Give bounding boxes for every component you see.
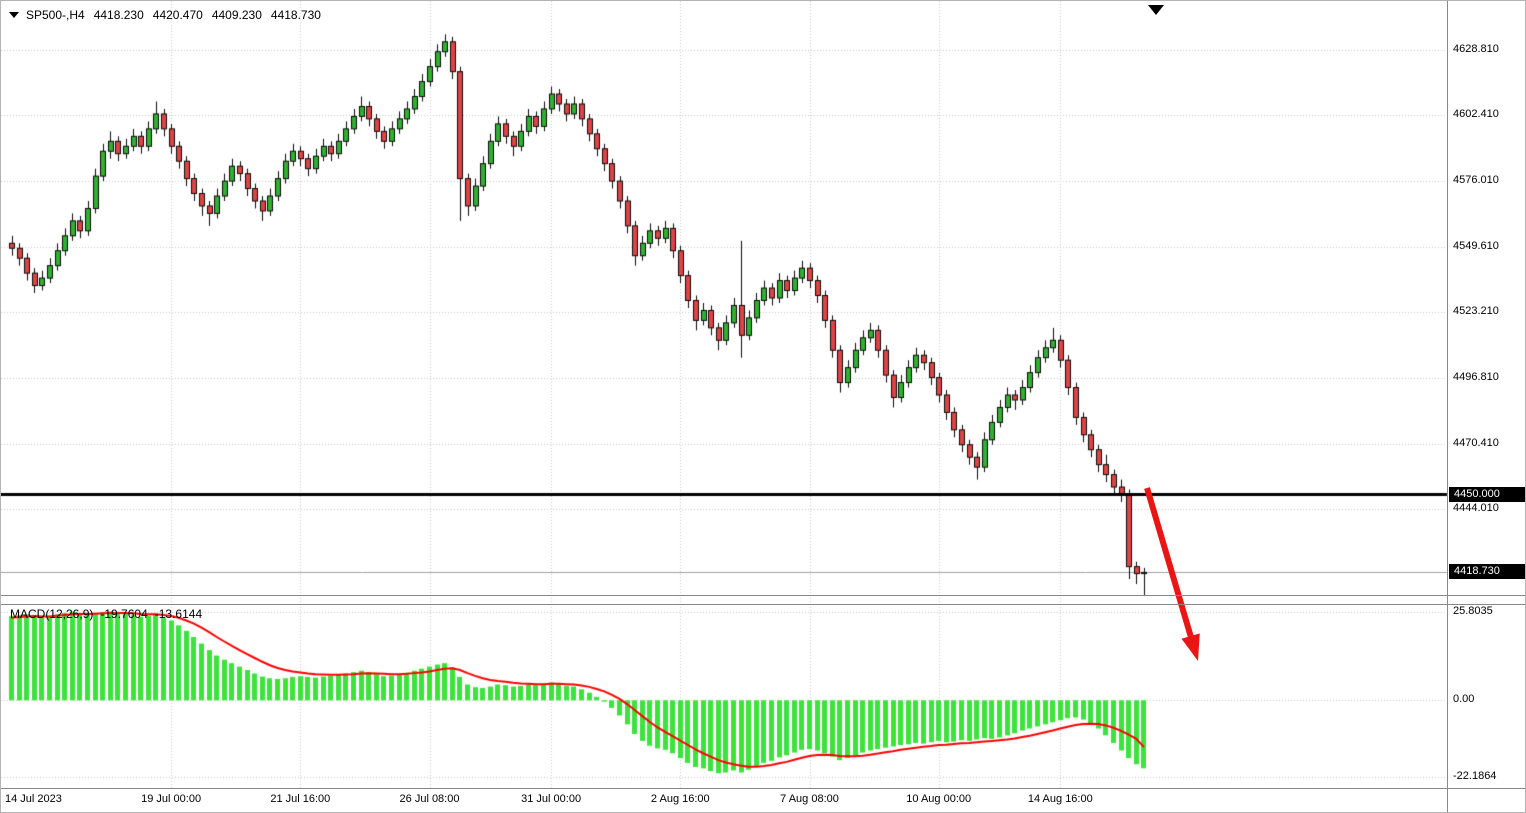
price-axis-label: 4496.810 [1453, 371, 1499, 384]
time-axis-label: 21 Jul 16:00 [270, 793, 331, 805]
time-axis-label: 19 Jul 00:00 [141, 793, 202, 805]
price-axis-label: 4470.410 [1453, 436, 1499, 449]
macd-axis-label: -22.1864 [1453, 769, 1497, 782]
time-axis-label: 7 Aug 08:00 [780, 793, 839, 805]
price-axis-separator [1447, 1, 1448, 812]
time-axis-separator [1, 788, 1525, 789]
price-axis-label: 4576.010 [1453, 174, 1499, 187]
chart-shift-marker-icon[interactable] [1148, 5, 1164, 15]
macd-pane-top-border[interactable] [1, 604, 1525, 605]
macd-main-value: -19.7604 [100, 607, 148, 621]
symbol-dropdown-icon [9, 12, 19, 18]
time-axis-label: 26 Jul 08:00 [399, 793, 460, 805]
time-axis-label: 14 Jul 2023 [5, 793, 62, 805]
ohlc-open-value: 4418.230 [93, 8, 144, 22]
time-axis-label: 2 Aug 16:00 [650, 793, 710, 805]
price-axis-label: 4444.010 [1453, 502, 1499, 515]
price-axis-label: 4602.410 [1453, 108, 1499, 121]
macd-axis-label: 0.00 [1453, 693, 1475, 706]
price-axis[interactable]: 4628.810 4602.410 4576.010 4549.610 4523.210… [1447, 1, 1525, 789]
symbol-period-label: SP500-,H4 [26, 8, 85, 22]
ohlc-low-value: 4409.230 [211, 8, 262, 22]
macd-signal-value: -13.6144 [154, 607, 203, 621]
macd-indicator-label: MACD(12,26,9) -19.7604 -13.6144 [10, 607, 202, 621]
macd-axis-label: 25.8035 [1453, 604, 1493, 617]
chart-header: SP500-,H4 4418.230 4420.470 4409.230 441… [9, 8, 321, 22]
macd-name: MACD(12,26,9) [10, 607, 94, 621]
price-axis-label: 4549.610 [1453, 239, 1499, 252]
time-axis[interactable]: 14 Jul 2023 19 Jul 00:00 21 Jul 16:00 26 Ju… [1, 789, 1525, 812]
main-pane-bottom-border [1, 595, 1525, 596]
ohlc-high-value: 4420.470 [152, 8, 203, 22]
time-axis-label: 31 Jul 00:00 [521, 793, 582, 805]
price-axis-label: 4523.210 [1453, 305, 1499, 318]
bid-price-label: 4418.730 [1449, 564, 1525, 580]
time-axis-label: 10 Aug 00:00 [906, 793, 972, 805]
hline-price-label: 4450.000 [1449, 486, 1525, 502]
price-axis-label: 4628.810 [1453, 42, 1499, 55]
ohlc-close-value: 4418.730 [270, 8, 321, 22]
time-axis-label: 14 Aug 16:00 [1027, 793, 1093, 805]
